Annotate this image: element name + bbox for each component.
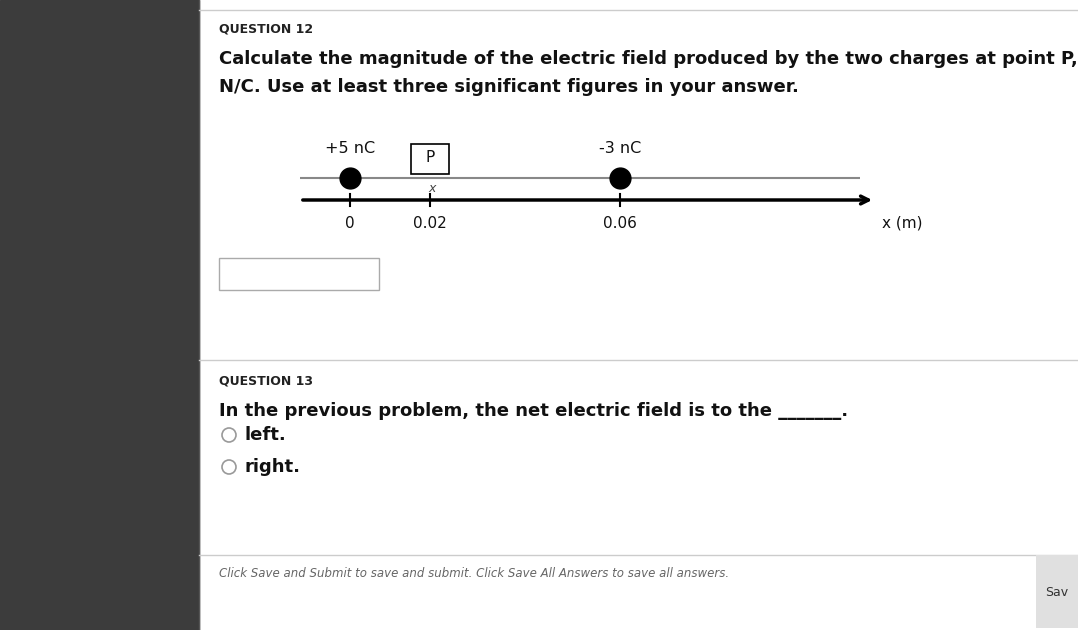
Text: +5 nC: +5 nC — [324, 141, 375, 156]
Text: P: P — [426, 150, 434, 165]
Text: 0.06: 0.06 — [603, 216, 637, 231]
Text: left.: left. — [245, 426, 287, 444]
Text: QUESTION 12: QUESTION 12 — [219, 22, 313, 35]
Text: 0.02: 0.02 — [413, 216, 447, 231]
Text: In the previous problem, the net electric field is to the _______.: In the previous problem, the net electri… — [219, 402, 848, 420]
Text: QUESTION 13: QUESTION 13 — [219, 374, 313, 387]
Bar — [0, 0, 199, 630]
Text: x (m): x (m) — [882, 216, 923, 231]
Text: -3 nC: -3 nC — [599, 141, 641, 156]
Text: Calculate the magnitude of the electric field produced by the two charges at poi: Calculate the magnitude of the electric … — [219, 50, 1078, 68]
Bar — [219, 258, 379, 290]
Text: x: x — [428, 182, 436, 195]
Text: 0: 0 — [345, 216, 355, 231]
Bar — [411, 144, 450, 174]
Text: right.: right. — [245, 458, 301, 476]
Text: Click Save and Submit to save and submit. Click Save All Answers to save all ans: Click Save and Submit to save and submit… — [219, 567, 729, 580]
Text: Sav: Sav — [1046, 586, 1068, 599]
Text: N/C. Use at least three significant figures in your answer.: N/C. Use at least three significant figu… — [219, 78, 799, 96]
Bar — [1036, 555, 1078, 628]
